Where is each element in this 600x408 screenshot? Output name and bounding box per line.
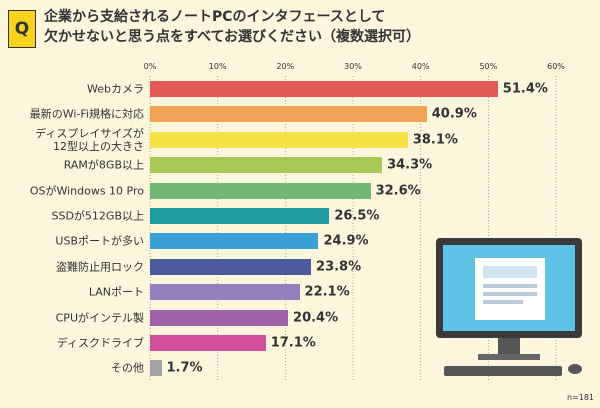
value-label: 20.4%	[293, 310, 339, 326]
value-label: 40.9%	[431, 106, 477, 122]
value-label: 17.1%	[270, 335, 316, 351]
bar	[150, 335, 266, 351]
category-label: SSDが512GB以上	[51, 209, 144, 223]
bar	[150, 233, 319, 250]
bar	[150, 309, 289, 326]
bar	[150, 157, 383, 174]
sample-size-note: n=181	[566, 393, 594, 402]
x-tick-label: 20%	[276, 62, 295, 71]
value-label: 22.1%	[304, 284, 350, 300]
value-label: 51.4%	[502, 81, 548, 97]
category-label: Webカメラ	[87, 82, 144, 96]
value-label: 26.5%	[334, 208, 380, 224]
bar	[150, 284, 300, 301]
bar	[150, 106, 427, 123]
x-tick-label: 0%	[143, 62, 157, 71]
bar	[150, 208, 330, 224]
value-label: 23.8%	[316, 259, 362, 275]
chart-title: 企業から支給されるノートPCのインタフェースとして 欠かせないと思う点をすべてお…	[44, 9, 421, 45]
category-label: 盗難防止用ロック	[56, 260, 144, 274]
value-label: 34.3%	[387, 157, 433, 173]
bar	[150, 182, 371, 199]
category-label: ディスプレイサイズが 12型以上の大きさ	[35, 126, 144, 153]
bar	[150, 258, 312, 275]
bar	[150, 131, 408, 148]
x-tick-label: 50%	[479, 62, 498, 71]
category-label: ディスクドライブ	[56, 336, 144, 350]
x-tick-label: 30%	[344, 62, 362, 71]
x-tick-label: 10%	[208, 62, 227, 71]
category-label: その他	[111, 361, 144, 375]
bar	[150, 81, 498, 97]
category-label: 最新のWi-Fi規格に対応	[29, 107, 144, 121]
category-label: LANポート	[88, 285, 144, 299]
computer-illustration	[436, 238, 582, 376]
x-tick-label: 60%	[547, 62, 565, 71]
value-label: 24.9%	[323, 233, 369, 249]
bar	[150, 360, 162, 377]
value-label: 32.6%	[375, 183, 421, 199]
badge: Q	[8, 10, 36, 48]
category-label: USBポートが多い	[55, 234, 144, 248]
category-label: CPUがインテル製	[55, 311, 144, 325]
value-label: 1.7%	[166, 360, 203, 376]
category-label: OSがWindows 10 Pro	[29, 184, 144, 198]
category-label: RAMが8GB以上	[63, 158, 144, 172]
value-label: 38.1%	[412, 132, 458, 148]
x-tick-label: 40%	[411, 62, 430, 71]
